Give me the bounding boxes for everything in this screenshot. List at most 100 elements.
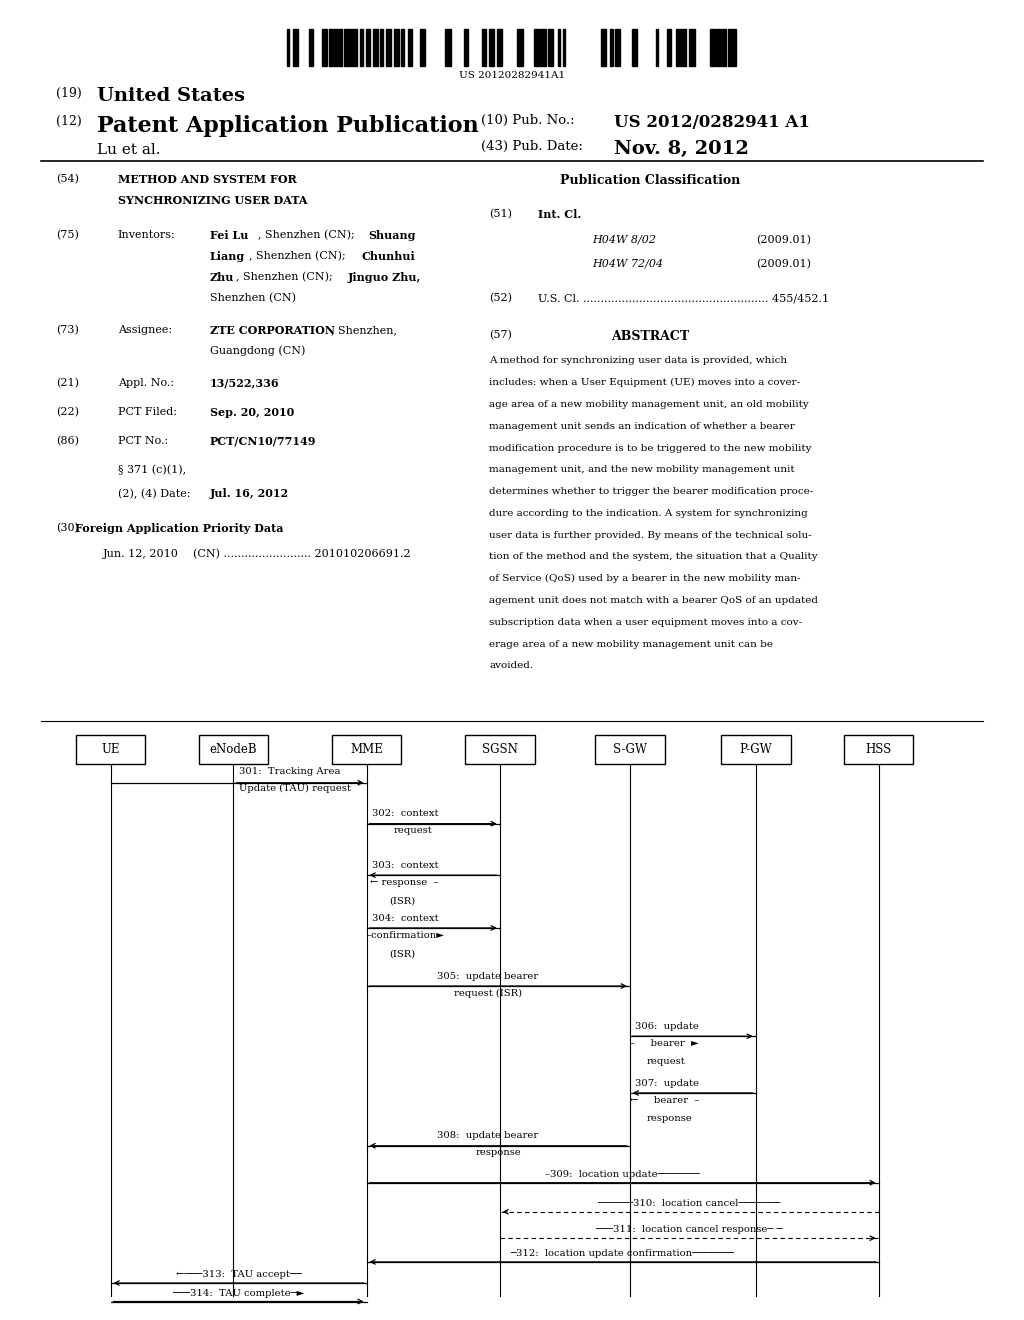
Bar [336,29,342,66]
Text: ─312:  location update confirmation───────: ─312: location update confirmation──────… [511,1249,734,1258]
Text: –     bearer  ►: – bearer ► [630,1039,698,1048]
Text: –confirmation►: –confirmation► [367,931,444,940]
Text: (30): (30) [56,523,79,533]
Bar [409,29,412,66]
Text: (22): (22) [56,407,79,417]
Bar [344,29,350,66]
Text: determines whether to trigger the bearer modification proce-: determines whether to trigger the bearer… [489,487,814,496]
Bar [728,29,731,66]
Bar [309,29,313,66]
Text: (86): (86) [56,436,79,446]
Text: Assignee:: Assignee: [118,325,172,335]
Bar [517,29,522,66]
Text: request: request [393,826,432,836]
Text: Jul. 16, 2012: Jul. 16, 2012 [210,488,289,499]
Text: S-GW: S-GW [612,743,647,756]
Text: 305:  update bearer: 305: update bearer [437,972,539,981]
Bar [844,735,913,764]
Text: Lu et al.: Lu et al. [97,143,161,157]
Text: 306:  update: 306: update [635,1022,698,1031]
Text: dure according to the indication. A system for synchronizing: dure according to the indication. A syst… [489,508,808,517]
Text: management unit sends an indication of whether a bearer: management unit sends an indication of w… [489,422,796,430]
Text: 307:  update: 307: update [635,1078,698,1088]
Bar [465,29,468,66]
Bar [386,29,391,66]
Text: (10) Pub. No.:: (10) Pub. No.: [481,114,574,127]
Text: (2), (4) Date:: (2), (4) Date: [118,488,190,499]
Bar [488,29,494,66]
Text: Inventors:: Inventors: [118,230,175,240]
Text: (CN) ......................... 201010206691.2: (CN) ......................... 201010206… [193,549,411,560]
Bar [562,29,565,66]
Text: 13/522,336: 13/522,336 [210,378,280,388]
Text: 301:  Tracking Area: 301: Tracking Area [239,767,340,776]
Text: 303:  context: 303: context [372,861,438,870]
Bar [601,29,605,66]
Text: response: response [475,1148,521,1158]
Bar [558,29,560,66]
Text: 302:  context: 302: context [372,809,438,818]
Bar [445,29,452,66]
Text: HSS: HSS [865,743,892,756]
Text: modification procedure is to be triggered to the new mobility: modification procedure is to be triggere… [489,444,812,453]
Text: ABSTRACT: ABSTRACT [611,330,689,343]
Text: (21): (21) [56,378,79,388]
Text: 308:  update bearer: 308: update bearer [437,1131,539,1140]
Text: erage area of a new mobility management unit can be: erage area of a new mobility management … [489,639,773,648]
Text: (54): (54) [56,174,79,185]
Text: –309:  location update───────: –309: location update─────── [545,1170,700,1179]
Text: agement unit does not match with a bearer QoS of an updated: agement unit does not match with a beare… [489,595,818,605]
Bar [716,29,720,66]
Text: Liang: Liang [210,251,245,261]
Text: includes: when a User Equipment (UE) moves into a cover-: includes: when a User Equipment (UE) mov… [489,379,801,387]
Text: Foreign Application Priority Data: Foreign Application Priority Data [75,523,284,533]
Bar [710,29,715,66]
Text: management unit, and the new mobility management unit: management unit, and the new mobility ma… [489,465,795,474]
Bar [549,29,553,66]
Text: request (ISR): request (ISR) [454,989,522,998]
Text: , Shenzhen (CN);: , Shenzhen (CN); [258,230,358,240]
Bar [595,735,665,764]
Text: of Service (QoS) used by a bearer in the new mobility man-: of Service (QoS) used by a bearer in the… [489,574,801,583]
Text: H04W 72/04: H04W 72/04 [592,259,663,269]
Text: Update (TAU) request: Update (TAU) request [239,784,350,793]
Text: SGSN: SGSN [481,743,518,756]
Text: Fei Lu: Fei Lu [210,230,248,240]
Bar [380,29,384,66]
Text: (2009.01): (2009.01) [756,259,811,269]
Bar [322,29,328,66]
Text: A method for synchronizing user data is provided, which: A method for synchronizing user data is … [489,356,787,366]
Text: Guangdong (CN): Guangdong (CN) [210,346,305,356]
Text: U.S. Cl. ..................................................... 455/452.1: U.S. Cl. ...............................… [538,293,828,304]
Bar [293,29,298,66]
Bar [541,29,546,66]
Text: age area of a new mobility management unit, an old mobility: age area of a new mobility management un… [489,400,809,409]
Text: user data is further provided. By means of the technical solu-: user data is further provided. By means … [489,531,812,540]
Text: (43) Pub. Date:: (43) Pub. Date: [481,140,583,153]
Text: (2009.01): (2009.01) [756,235,811,246]
Text: request: request [646,1057,685,1067]
Text: PCT/CN10/77149: PCT/CN10/77149 [210,436,316,446]
Text: ZTE CORPORATION: ZTE CORPORATION [210,325,335,335]
Text: PCT Filed:: PCT Filed: [118,407,177,417]
Text: Appl. No.:: Appl. No.: [118,378,174,388]
Bar [393,29,398,66]
Text: P-GW: P-GW [739,743,772,756]
Bar [676,29,679,66]
Text: SYNCHRONIZING USER DATA: SYNCHRONIZING USER DATA [118,195,307,206]
Text: response: response [646,1114,692,1123]
Text: § 371 (c)(1),: § 371 (c)(1), [118,465,186,475]
Text: METHOD AND SYSTEM FOR: METHOD AND SYSTEM FOR [118,174,297,185]
Text: 304:  context: 304: context [372,913,438,923]
Text: subscription data when a user equipment moves into a cov-: subscription data when a user equipment … [489,618,803,627]
Bar [721,735,791,764]
Bar [610,29,613,66]
Text: US 2012/0282941 A1: US 2012/0282941 A1 [614,114,810,131]
Text: (ISR): (ISR) [389,896,416,906]
Bar [76,735,145,764]
Bar [199,735,268,764]
Bar [367,29,371,66]
Text: (75): (75) [56,230,79,240]
Text: (ISR): (ISR) [389,949,416,958]
Bar [360,29,364,66]
